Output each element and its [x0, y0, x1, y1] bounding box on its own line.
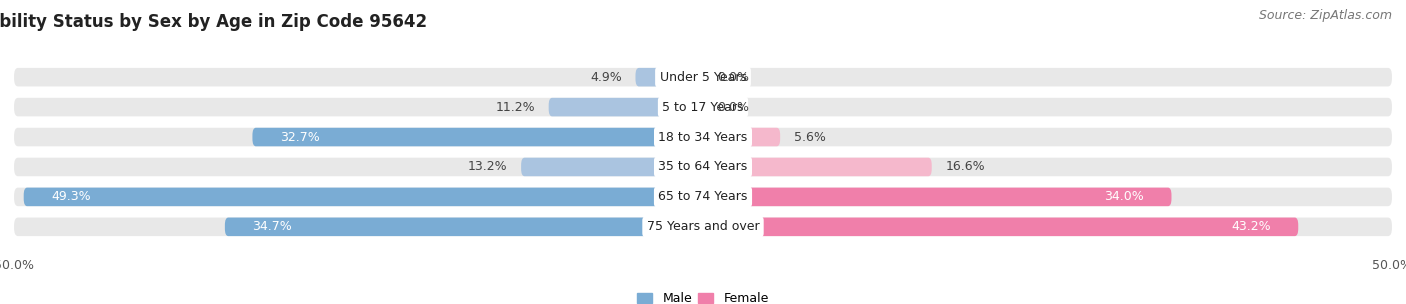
- Text: 32.7%: 32.7%: [280, 130, 319, 143]
- Text: Under 5 Years: Under 5 Years: [659, 71, 747, 84]
- FancyBboxPatch shape: [14, 128, 1392, 146]
- FancyBboxPatch shape: [636, 68, 703, 86]
- Text: 18 to 34 Years: 18 to 34 Years: [658, 130, 748, 143]
- FancyBboxPatch shape: [703, 128, 780, 146]
- Text: 4.9%: 4.9%: [591, 71, 621, 84]
- Text: 5 to 17 Years: 5 to 17 Years: [662, 101, 744, 114]
- Text: 43.2%: 43.2%: [1232, 220, 1271, 233]
- Text: 0.0%: 0.0%: [717, 71, 749, 84]
- Text: Disability Status by Sex by Age in Zip Code 95642: Disability Status by Sex by Age in Zip C…: [0, 13, 427, 31]
- Text: 16.6%: 16.6%: [945, 161, 986, 174]
- FancyBboxPatch shape: [548, 98, 703, 116]
- FancyBboxPatch shape: [225, 218, 703, 236]
- FancyBboxPatch shape: [703, 218, 1298, 236]
- Text: 13.2%: 13.2%: [468, 161, 508, 174]
- FancyBboxPatch shape: [14, 68, 1392, 86]
- Text: 11.2%: 11.2%: [495, 101, 534, 114]
- Text: 49.3%: 49.3%: [51, 190, 91, 203]
- FancyBboxPatch shape: [14, 158, 1392, 176]
- Text: 34.0%: 34.0%: [1104, 190, 1144, 203]
- Text: 65 to 74 Years: 65 to 74 Years: [658, 190, 748, 203]
- FancyBboxPatch shape: [14, 218, 1392, 236]
- Text: 0.0%: 0.0%: [717, 101, 749, 114]
- FancyBboxPatch shape: [14, 98, 1392, 116]
- FancyBboxPatch shape: [253, 128, 703, 146]
- FancyBboxPatch shape: [703, 188, 1171, 206]
- FancyBboxPatch shape: [24, 188, 703, 206]
- Legend: Male, Female: Male, Female: [637, 292, 769, 304]
- Text: 35 to 64 Years: 35 to 64 Years: [658, 161, 748, 174]
- Text: Source: ZipAtlas.com: Source: ZipAtlas.com: [1258, 9, 1392, 22]
- FancyBboxPatch shape: [522, 158, 703, 176]
- FancyBboxPatch shape: [14, 188, 1392, 206]
- Text: 34.7%: 34.7%: [253, 220, 292, 233]
- Text: 5.6%: 5.6%: [794, 130, 825, 143]
- FancyBboxPatch shape: [703, 158, 932, 176]
- Text: 75 Years and over: 75 Years and over: [647, 220, 759, 233]
